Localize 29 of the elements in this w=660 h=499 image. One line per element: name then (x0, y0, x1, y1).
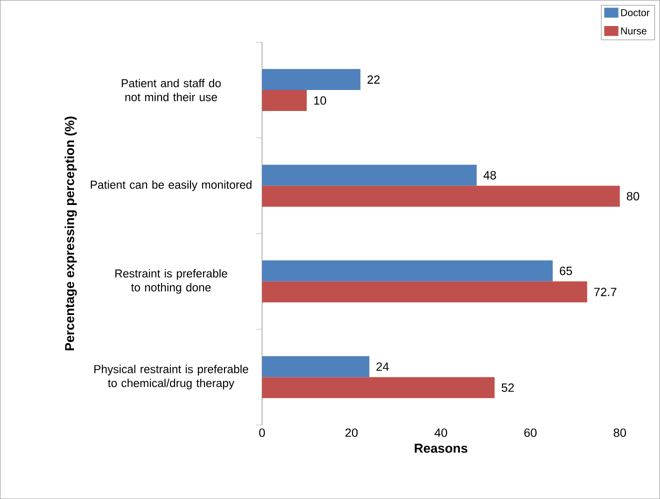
data-label: 48 (484, 170, 496, 180)
data-label: 80 (626, 192, 640, 200)
legend-label: Nurse (621, 27, 646, 34)
bar (262, 90, 307, 111)
y-tick-label: Restraint is preferable to nothing done (115, 269, 228, 294)
bar (262, 281, 588, 302)
x-tick-label: 0 (259, 428, 265, 437)
x-tick-label: 60 (524, 428, 537, 437)
data-label: 52 (502, 383, 514, 392)
y-tick-label: Patient and staff do not mind their use (122, 78, 221, 102)
bar (262, 164, 477, 186)
bar (262, 260, 553, 282)
x-tick-label: 20 (345, 428, 358, 437)
legend-label: Doctor (621, 9, 650, 16)
x-tick-label: 80 (614, 428, 626, 437)
data-label: 22 (368, 75, 380, 84)
bar (262, 356, 370, 378)
y-axis-title: Percentage expressing perception (%) (64, 116, 77, 350)
data-label: 65 (560, 266, 572, 276)
bar (262, 186, 620, 207)
x-axis-title: Reasons (414, 444, 468, 453)
bar (262, 68, 360, 90)
data-label: 24 (376, 362, 389, 371)
data-label: 10 (314, 96, 326, 105)
x-tick-label: 40 (434, 428, 448, 437)
y-tick-label: Patient can be easily monitored (90, 180, 252, 191)
data-label: 72.7 (594, 288, 616, 296)
y-tick-label: Physical restraint is preferable to chemical/drug therapy (94, 364, 248, 390)
bar (262, 377, 495, 398)
